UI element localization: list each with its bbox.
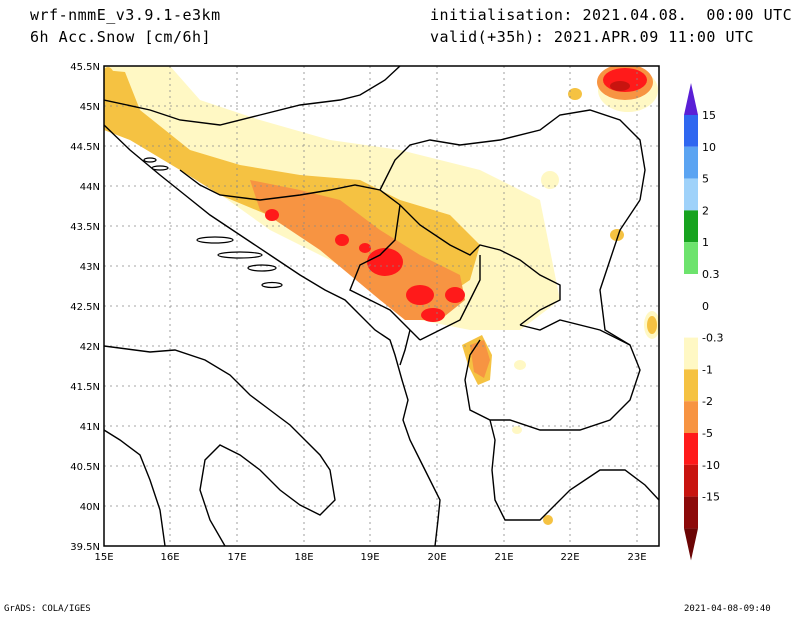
legend-swatch <box>684 464 698 497</box>
legend-swatch <box>684 210 698 243</box>
lon-tick: 15E <box>94 552 113 563</box>
variable-title: 6h Acc.Snow [cm/6h] <box>30 28 212 46</box>
footer-right: 2021-04-08-09:40 <box>684 604 771 614</box>
footer-left: GrADS: COLA/IGES <box>4 604 91 614</box>
lat-tick: 40.5N <box>70 462 100 473</box>
legend-label: 15 <box>702 109 716 122</box>
legend-label: 5 <box>702 173 709 186</box>
lon-tick: 22E <box>560 552 579 563</box>
color-legend: 15 10 5 2 1 0.3 0 -0.3 -1 -2 -5 -10 -15 <box>684 83 723 561</box>
lat-tick: 40N <box>80 502 100 513</box>
snow-field <box>104 66 659 525</box>
legend-swatch <box>684 178 698 211</box>
legend-label: -1 <box>702 363 713 376</box>
legend-label: -10 <box>702 459 720 472</box>
lat-tick: 45.5N <box>70 62 100 73</box>
legend-swatch <box>684 496 698 529</box>
legend-swatch <box>684 146 698 179</box>
lon-tick: 19E <box>360 552 379 563</box>
legend-swatch <box>684 433 698 465</box>
lat-tick: 42N <box>80 342 100 353</box>
init-time: initialisation: 2021.04.08. 00:00 UTC <box>430 6 793 24</box>
legend-label: 2 <box>702 204 709 217</box>
lat-tick: 42.5N <box>70 302 100 313</box>
lat-axis: 45.5N 45N 44.5N 44N 43.5N 43N 42.5N 42N … <box>70 62 100 553</box>
lat-tick: 41N <box>80 422 100 433</box>
legend-label: -15 <box>702 491 720 504</box>
legend-swatch <box>684 274 698 306</box>
legend-label: -0.3 <box>702 332 723 345</box>
legend-arrow-bottom <box>684 528 698 561</box>
legend-swatch <box>684 337 698 370</box>
legend-label: 10 <box>702 141 716 154</box>
legend-label: 1 <box>702 236 709 249</box>
legend-swatch <box>684 305 698 338</box>
lon-tick: 17E <box>227 552 246 563</box>
legend-swatch <box>684 401 698 433</box>
legend-swatch <box>684 115 698 147</box>
legend-arrow-top <box>684 83 698 115</box>
coastlines-borders <box>104 66 659 546</box>
legend-swatch <box>684 369 698 402</box>
lon-tick: 18E <box>294 552 313 563</box>
lat-tick: 39.5N <box>70 542 100 553</box>
valid-time: valid(+35h): 2021.APR.09 11:00 UTC <box>430 28 755 46</box>
lat-tick: 44N <box>80 182 100 193</box>
lat-tick: 41.5N <box>70 382 100 393</box>
islands <box>143 157 283 289</box>
lat-tick: 44.5N <box>70 142 100 153</box>
lat-tick: 43N <box>80 262 100 273</box>
lon-tick: 20E <box>427 552 446 563</box>
legend-label: 0.3 <box>702 268 720 281</box>
legend-swatch <box>684 242 698 274</box>
lon-axis: 15E 16E 17E 18E 19E 20E 21E 22E 23E <box>94 552 646 563</box>
lat-tick: 45N <box>80 102 100 113</box>
model-title: wrf-nmmE_v3.9.1-e3km <box>30 6 221 24</box>
lon-tick: 21E <box>494 552 513 563</box>
legend-label: -5 <box>702 427 713 440</box>
map-frame <box>103 65 660 547</box>
legend-label: 0 <box>702 300 709 313</box>
legend-label: -2 <box>702 395 713 408</box>
lon-tick: 23E <box>627 552 646 563</box>
lon-tick: 16E <box>160 552 179 563</box>
lat-tick: 43.5N <box>70 222 100 233</box>
